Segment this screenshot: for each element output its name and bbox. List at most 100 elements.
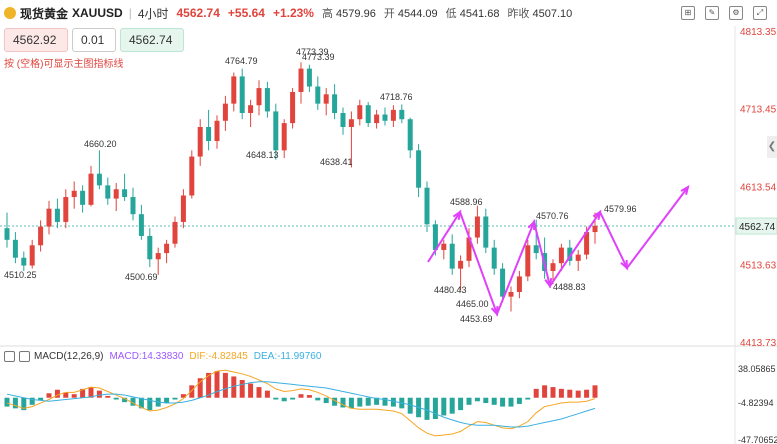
buy-button[interactable]: 4562.74 <box>120 28 184 52</box>
price-annotation: 4510.25 <box>4 270 37 280</box>
candle-body <box>138 214 144 236</box>
macd-histogram-bar <box>592 385 598 398</box>
candle-body <box>21 257 27 266</box>
arrow-head <box>592 209 602 221</box>
eye-icon[interactable] <box>4 351 15 362</box>
macd-histogram-bar <box>180 394 186 398</box>
candle-body <box>348 119 354 127</box>
candle-body <box>315 86 321 104</box>
symbol-name-cn[interactable]: 现货黄金 <box>20 6 69 21</box>
candle-body <box>88 173 94 205</box>
dif-line <box>6 369 596 437</box>
dif-value: DIF:-4.82845 <box>189 351 248 362</box>
candle-body <box>441 243 447 250</box>
macd-histogram-bar <box>407 397 413 414</box>
macd-histogram-bar <box>46 393 52 398</box>
candle-body <box>239 76 245 113</box>
header-divider: | <box>128 6 132 20</box>
candle-body <box>222 103 228 121</box>
macd-histogram-bar <box>264 390 270 398</box>
macd-histogram-bar <box>584 389 590 398</box>
candle-body <box>516 276 522 292</box>
macd-histogram-bar <box>542 385 548 398</box>
candle-body <box>105 185 111 199</box>
candle-body <box>113 189 119 199</box>
indicator-icon[interactable]: ⊞ <box>681 6 695 20</box>
macd-histogram-bar <box>256 387 262 398</box>
macd-histogram-bar <box>206 372 212 398</box>
macd-settings-icon[interactable] <box>19 351 30 362</box>
macd-histogram-bar <box>315 397 321 401</box>
macd-histogram-bar <box>558 388 564 398</box>
candle-body <box>567 247 573 261</box>
drawing-icon[interactable]: ✎ <box>705 6 719 20</box>
macd-histogram-bar <box>550 387 556 398</box>
price-annotation: 4660.20 <box>84 139 117 149</box>
candle-body <box>63 197 69 222</box>
macd-tick-label: -47.70652 <box>738 435 777 444</box>
quantity-input[interactable]: 0.01 <box>72 28 116 52</box>
macd-histogram-bar <box>323 397 329 404</box>
macd-histogram-bar <box>533 388 539 398</box>
timeframe-selector[interactable]: 4小时 <box>137 6 169 21</box>
candle-body <box>332 94 338 113</box>
dea-value: DEA:-11.99760 <box>253 351 322 362</box>
dea-line <box>6 381 596 428</box>
candle-body <box>558 247 564 264</box>
price-annotation: 4718.76 <box>380 92 413 102</box>
macd-histogram-bar <box>231 376 237 398</box>
macd-histogram-bar <box>306 395 312 398</box>
candle-body <box>248 105 254 113</box>
candle-body <box>130 197 136 215</box>
macd-histogram-bar <box>516 397 522 404</box>
macd-histogram-bar <box>96 390 102 398</box>
candle-body <box>466 237 472 261</box>
macd-histogram-bar <box>466 397 472 405</box>
macd-histogram-bar <box>88 387 94 398</box>
candle-body <box>382 114 388 121</box>
sell-button[interactable]: 4562.92 <box>4 28 68 52</box>
macd-histogram-bar <box>4 397 10 407</box>
macd-histogram-bar <box>474 397 480 402</box>
macd-histogram-bar <box>239 380 245 398</box>
macd-histogram-bar <box>172 397 178 400</box>
candle-body <box>281 123 287 151</box>
macd-histogram-bar <box>500 397 506 407</box>
arrow-head <box>620 259 629 271</box>
candle-body <box>483 216 489 248</box>
candle-body <box>29 245 35 266</box>
collapse-panel-icon[interactable]: ❮ <box>767 136 777 158</box>
macd-histogram-bar <box>38 397 44 401</box>
macd-tick-label: -4.82394 <box>738 398 774 408</box>
price-annotation: 4579.96 <box>604 204 637 214</box>
price-annotation: 4453.69 <box>460 314 493 324</box>
macd-histogram-bar <box>71 394 77 398</box>
candle-body <box>38 226 44 246</box>
fullscreen-icon[interactable]: ⤢ <box>753 6 767 20</box>
candle-body <box>155 253 161 260</box>
candle-body <box>71 190 77 198</box>
macd-tick-label: 38.05865 <box>738 364 776 374</box>
macd-histogram-bar <box>164 397 170 404</box>
price-tick-label: 4513.63 <box>740 260 777 271</box>
candle-body <box>214 120 220 142</box>
price-change: +55.64 <box>227 6 265 20</box>
macd-histogram-bar <box>80 388 86 398</box>
macd-histogram-bar <box>248 383 254 398</box>
quick-order-panel: 4562.92 0.01 4562.74 <box>4 28 184 52</box>
candle-body <box>407 119 413 151</box>
settings-icon[interactable]: ⚙ <box>729 6 743 20</box>
price-tick-label: 4713.45 <box>740 105 777 116</box>
price-annotation: 4465.00 <box>456 299 489 309</box>
price-change-pct: +1.23% <box>272 6 314 20</box>
macd-histogram-bar <box>214 371 220 398</box>
price-annotation: 4648.13 <box>246 150 279 160</box>
high-stat: 高 4579.96 <box>321 8 376 20</box>
macd-histogram-bar <box>54 389 60 398</box>
candle-body <box>584 232 590 255</box>
symbol-code[interactable]: XAUUSD <box>72 6 123 20</box>
macd-histogram-bar <box>424 397 430 420</box>
macd-histogram-bar <box>365 397 371 406</box>
candle-body <box>189 156 195 196</box>
